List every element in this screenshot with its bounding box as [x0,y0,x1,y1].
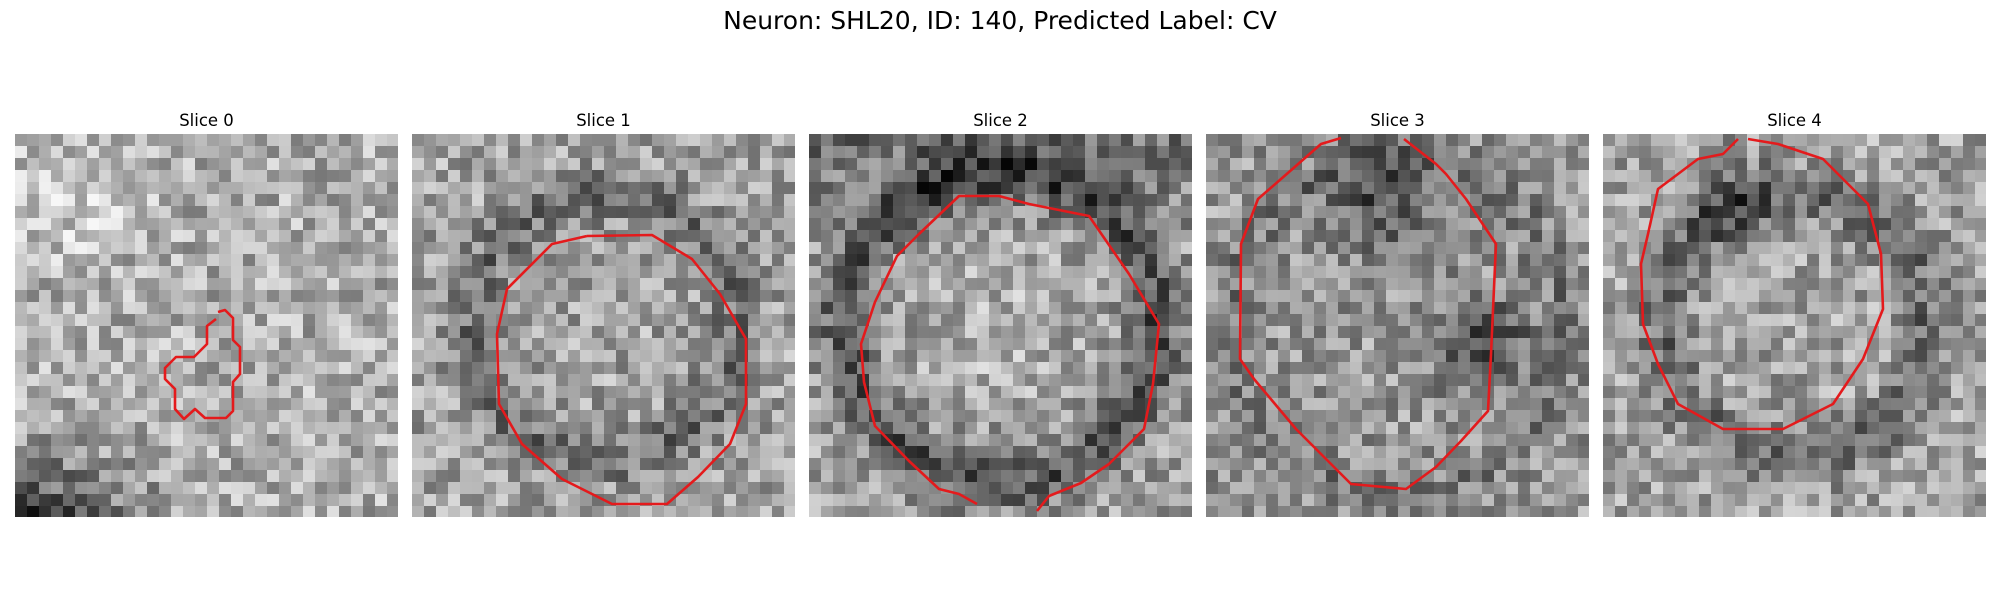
contour-1 [495,233,748,506]
slice-title-4: Slice 4 [1767,111,1822,130]
slice-image-2 [809,134,1192,517]
slice-image-4 [1603,134,1986,517]
slice-panel-0: Slice 0 [15,108,398,517]
contour-3 [1238,136,1498,491]
slice-image-1 [412,134,795,517]
slice-panel-3: Slice 3 [1206,108,1589,517]
slice-panel-4: Slice 4 [1603,108,1986,517]
slice-title-0: Slice 0 [179,111,234,130]
contour-2 [859,194,1161,512]
slice-panel-2: Slice 2 [809,108,1192,517]
figure-title: Neuron: SHL20, ID: 140, Predicted Label:… [723,6,1277,35]
slice-title-1: Slice 1 [576,111,631,130]
slice-panel-1: Slice 1 [412,108,795,517]
slice-image-3 [1206,134,1589,517]
slice-image-0 [15,134,398,517]
contour-0 [163,308,242,421]
slice-title-2: Slice 2 [973,111,1028,130]
slice-title-3: Slice 3 [1370,111,1425,130]
contour-4 [1639,137,1885,431]
